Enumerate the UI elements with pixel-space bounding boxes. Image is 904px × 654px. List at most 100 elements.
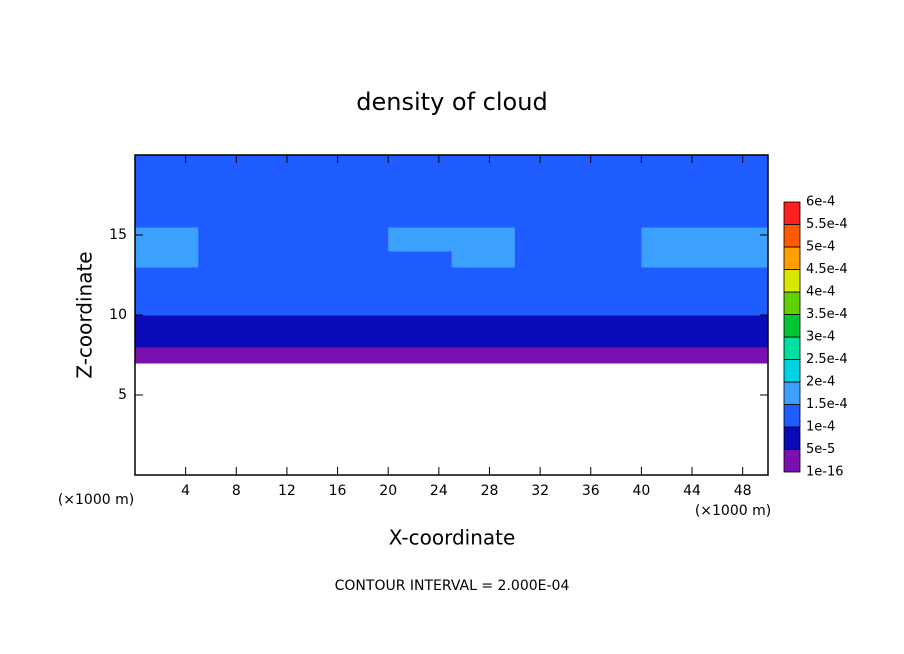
contour-cell [261, 155, 326, 196]
axis-unit: (×1000 m) [58, 492, 134, 508]
x-axis-label: X-coordinate [389, 526, 516, 550]
colorbar-swatch [783, 381, 801, 405]
contour-cell [388, 155, 452, 196]
contour-cell [514, 355, 579, 364]
contour-cell [135, 227, 199, 252]
contour-cell [451, 323, 516, 332]
contour-cell [514, 251, 579, 268]
colorbar-swatch [783, 291, 801, 315]
colorbar-swatch [783, 269, 801, 293]
y-tick-label: 5 [118, 387, 127, 403]
x-tick-label: 8 [232, 483, 241, 499]
contour-cell [198, 331, 263, 340]
contour-cell [641, 251, 706, 268]
contour-cell [388, 283, 452, 300]
contour-cell [261, 331, 326, 340]
contour-cell [704, 227, 769, 252]
x-tick-label: 20 [379, 483, 397, 499]
contour-cell [261, 339, 326, 348]
contour-cell [578, 299, 642, 316]
contour-cell [514, 155, 579, 196]
colorbar-label: 6e-4 [806, 195, 835, 210]
contour-cell [578, 283, 642, 300]
contour-cell [641, 299, 706, 316]
contour-cell [261, 299, 326, 316]
colorbar-label: 5e-4 [806, 240, 835, 255]
contour-cell [704, 195, 769, 228]
contour-cell [578, 323, 642, 332]
colorbar-swatch [783, 404, 801, 428]
contour-cell [388, 347, 452, 356]
contour-cell [135, 299, 199, 316]
contour-cell [261, 283, 326, 300]
contour-cell [704, 339, 769, 348]
contour-cell [451, 155, 516, 196]
contour-cell [578, 315, 642, 324]
colorbar-swatch [783, 426, 801, 450]
contour-cell [261, 323, 326, 332]
colorbar-label: 4.5e-4 [806, 262, 848, 277]
contour-cell [641, 195, 706, 228]
contour-cell [198, 267, 263, 284]
contour-cell [324, 299, 389, 316]
contour-cell [324, 355, 389, 364]
y-tick-label: 10 [109, 307, 127, 323]
contour-cell [514, 339, 579, 348]
contour-cell [451, 195, 516, 228]
colorbar-label: 3e-4 [806, 330, 835, 345]
contour-cell [514, 195, 579, 228]
contour-cell [704, 323, 769, 332]
colorbar-label: 1e-4 [806, 420, 835, 435]
contour-cell [578, 251, 642, 268]
contour-cell [198, 283, 263, 300]
contour-cell [324, 331, 389, 340]
contour-cell [324, 323, 389, 332]
contour-cell [135, 267, 199, 284]
colorbar-label: 3.5e-4 [806, 307, 848, 322]
contour-cell [641, 315, 706, 324]
contour-cell [198, 227, 263, 252]
contour-cell [451, 251, 516, 268]
contour-cell [451, 283, 516, 300]
x-tick-label: 4 [181, 483, 190, 499]
contour-cell [135, 331, 199, 340]
footnote: CONTOUR INTERVAL = 2.000E-04 [335, 578, 570, 594]
contour-cell [514, 315, 579, 324]
contour-cell [514, 267, 579, 284]
colorbar-label: 1e-16 [806, 465, 844, 480]
contour-cell [704, 347, 769, 356]
colorbar-swatch [783, 336, 801, 360]
contour-cell [261, 195, 326, 228]
contour-cell [388, 299, 452, 316]
contour-cell [578, 331, 642, 340]
y-axis-label: Z-coordinate [73, 251, 97, 378]
x-tick-label: 36 [582, 483, 600, 499]
colorbar-swatch [783, 224, 801, 248]
contour-cell [198, 195, 263, 228]
contour-cell [514, 299, 579, 316]
contour-cell [135, 195, 199, 228]
contour-cell [704, 251, 769, 268]
contour-cell [641, 227, 706, 252]
contour-cell [261, 227, 326, 252]
contour-cell [324, 283, 389, 300]
contour-cell [198, 355, 263, 364]
contour-cell [198, 251, 263, 268]
contour-cell [135, 323, 199, 332]
contour-cell [451, 347, 516, 356]
contour-cell [198, 315, 263, 324]
contour-cell [578, 155, 642, 196]
contour-cell [451, 227, 516, 252]
contour-cell [641, 331, 706, 340]
contour-cell [135, 347, 199, 356]
contour-cell [198, 323, 263, 332]
contour-cell [324, 227, 389, 252]
contour-cell [388, 355, 452, 364]
contour-cell [324, 347, 389, 356]
colorbar-swatch [783, 246, 801, 270]
contour-cell [578, 195, 642, 228]
contour-cell [388, 339, 452, 348]
contour-cell [451, 315, 516, 324]
contour-cell [641, 347, 706, 356]
